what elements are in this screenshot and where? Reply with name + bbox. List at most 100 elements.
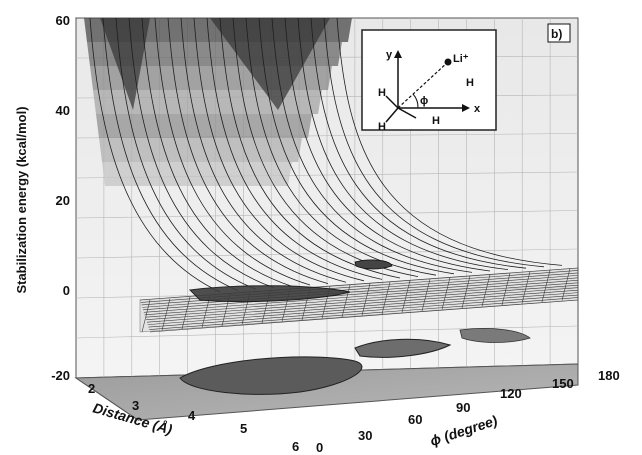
inset-label-h-upleft: H [378,87,386,99]
mesh-line [143,277,579,311]
y-tick-label: 180 [598,368,620,383]
mesh-line [102,17,239,291]
mesh-line [115,17,257,290]
y-axis-ticks: 0 30 60 90 120 150 180 [316,368,620,455]
inset-bond-3 [397,107,417,119]
inset-x-arrow [462,104,470,112]
inset-bond-2 [385,107,399,123]
inset-label-h-right: H [466,77,474,89]
mesh-line [149,297,579,330]
mesh-line [141,299,151,333]
mesh-line [146,289,579,323]
floor-contour-3 [459,328,531,343]
mesh-line [323,17,545,268]
mesh-line [341,284,351,318]
surface-peak [100,18,150,110]
x-tick-label: 6 [292,439,299,454]
z-tick-label: -20 [51,368,70,383]
mesh-line [561,268,571,301]
mesh-line [144,282,579,316]
x-tick-label: 4 [188,408,196,423]
floor-contours [179,328,531,395]
inset-label-h-low: H [432,115,440,127]
mesh-line [149,299,579,333]
mesh-line [146,287,579,320]
mesh-line [521,271,531,304]
inset-bond-1 [385,95,399,109]
mesh-line [401,280,411,313]
y-axis-title: ϕ (degree) [428,412,500,449]
mesh-line [461,275,471,309]
y-tick-label: 150 [552,376,574,391]
surface-bands [84,18,352,186]
surface-band [93,90,322,114]
z-axis-ticks: -20 0 20 40 60 [51,13,70,383]
mesh-line [310,17,527,269]
wall-grid-line [75,210,579,219]
y-tick-label: 90 [456,400,470,415]
mesh-line [284,17,491,272]
z-axis-title: Stabilization energy (kcal/mol) [14,106,29,293]
mesh-line [142,275,579,308]
inset-angle-arc [412,93,419,109]
mesh-line [141,17,293,287]
mesh-line [421,278,431,312]
zero-contour-2 [354,259,393,270]
zero-plane-contours [188,259,393,303]
z-tick-label: 40 [56,103,70,118]
surface-band [102,162,292,186]
inset-y-arrow [394,50,402,58]
mesh-line [143,280,579,313]
mesh-line [193,17,365,282]
mesh-line [206,17,383,280]
wall-grid-line [75,325,579,339]
mesh-line [336,17,563,266]
y-tick-label: 30 [358,428,372,443]
surface-band [99,138,302,162]
panel-label: b) [547,23,571,43]
mesh-line [219,17,401,279]
inset-label-phi: ϕ [420,95,428,107]
mesh-line [154,17,311,286]
inset: y x Li⁺ H H H H ϕ [361,29,497,133]
mesh-line [541,269,551,303]
wall-grid-line [75,248,579,259]
z-tick-label: 60 [56,13,70,28]
y-tick-label: 0 [316,440,323,455]
inset-label-li: Li⁺ [453,53,469,65]
x-tick-label: 3 [132,398,139,413]
mesh-line [180,17,347,283]
mesh-line [128,17,275,289]
inset-li-vector [397,61,449,109]
floor-contour-2 [354,338,452,358]
mesh-line [161,298,171,331]
zero-contour-1 [188,285,351,303]
z-tick-label: 20 [56,193,70,208]
inset-label-h-lowleft: H [378,121,386,133]
mesh-line [297,17,509,270]
mesh-line [481,274,491,307]
z-tick-label: 0 [63,283,70,298]
mesh-line [167,17,329,284]
y-tick-label: 60 [408,412,422,427]
mesh-line [181,296,191,330]
inset-label-y: y [386,49,393,61]
mesh-line [147,292,579,325]
mesh-line [89,17,221,293]
surface-band [96,114,312,138]
mesh-line [271,17,473,273]
mesh-line [361,283,371,316]
panel-label-box [547,23,571,43]
inset-li-atom [444,58,452,66]
x-axis-ticks: 2 3 4 5 6 [88,381,299,454]
x-tick-label: 5 [240,421,247,436]
mesh-line [501,272,511,306]
mesh-line [441,277,451,310]
panel-label-text: b) [551,27,562,41]
mesh-line [381,281,391,315]
x-tick-label: 2 [88,381,95,396]
mesh-line [258,17,455,275]
floor-contour-1 [179,356,363,395]
inset-label-x: x [474,103,481,115]
